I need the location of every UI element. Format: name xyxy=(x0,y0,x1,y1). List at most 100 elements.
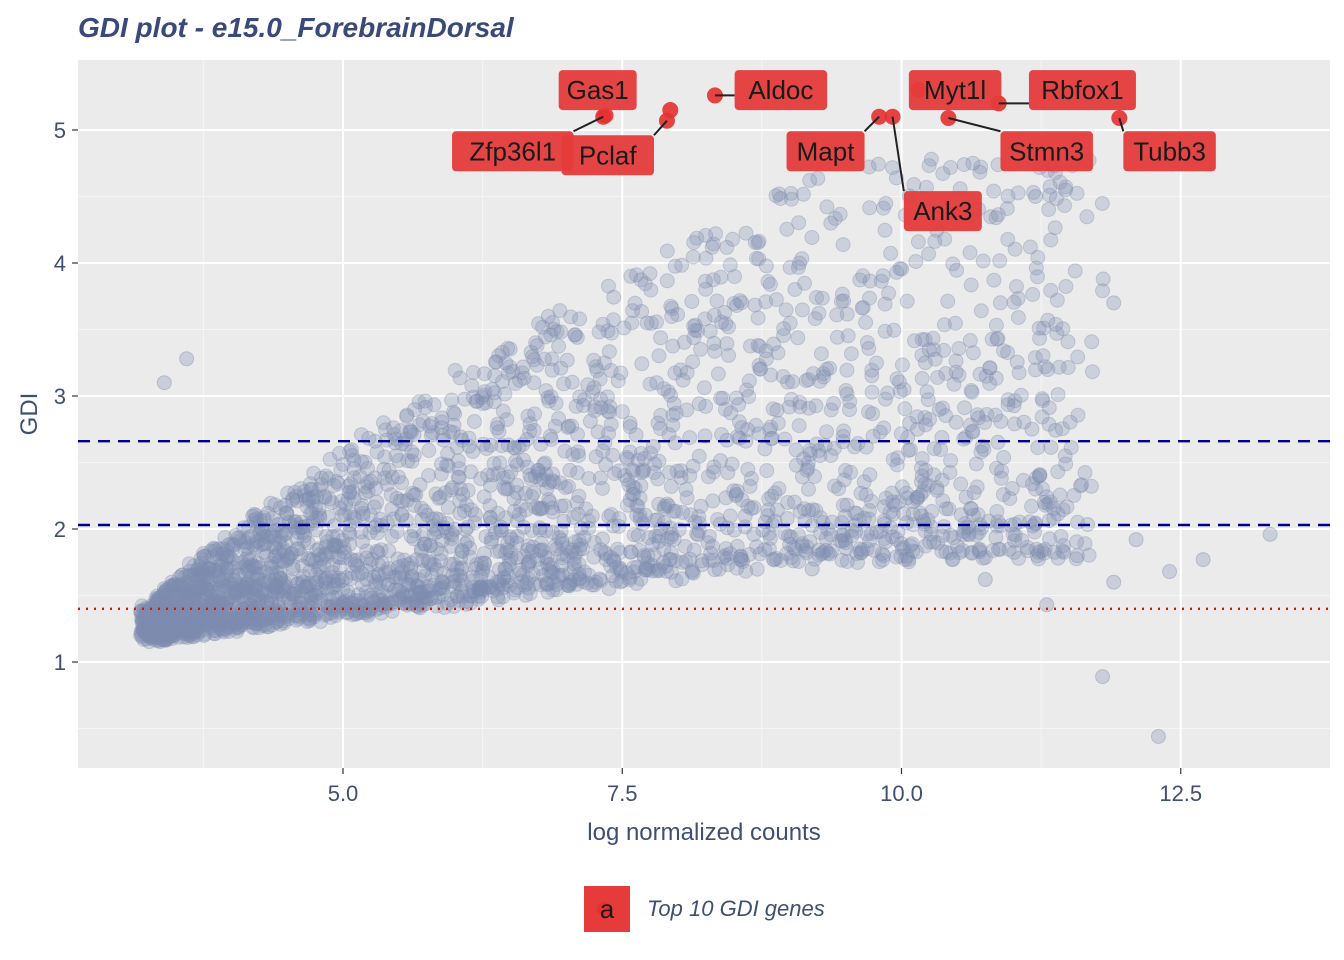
data-point xyxy=(1094,196,1110,211)
data-point xyxy=(790,330,806,346)
data-point xyxy=(870,156,886,172)
data-point xyxy=(782,315,798,331)
data-point xyxy=(834,286,850,302)
data-point xyxy=(367,470,383,486)
data-point xyxy=(159,625,175,641)
data-point xyxy=(691,515,707,531)
data-point xyxy=(788,442,804,458)
data-point xyxy=(472,580,487,596)
data-point xyxy=(822,360,838,376)
data-point xyxy=(512,372,528,388)
data-point xyxy=(215,546,231,562)
data-point xyxy=(249,566,265,582)
data-point xyxy=(762,422,778,438)
data-point xyxy=(917,476,933,492)
data-point xyxy=(956,431,972,447)
data-point xyxy=(395,558,411,574)
data-point xyxy=(1035,481,1051,497)
data-point xyxy=(179,615,194,631)
data-point xyxy=(198,611,214,627)
data-point xyxy=(827,210,843,226)
data-point xyxy=(690,323,706,339)
data-point xyxy=(161,583,177,599)
data-point xyxy=(250,560,266,575)
data-point xyxy=(183,627,198,643)
data-point xyxy=(394,475,410,491)
data-point xyxy=(1000,397,1016,413)
data-point xyxy=(819,361,835,377)
data-point xyxy=(834,527,850,543)
data-point xyxy=(762,276,778,292)
data-point xyxy=(368,480,384,496)
data-point xyxy=(550,568,566,584)
data-point xyxy=(161,603,177,619)
data-point xyxy=(253,613,269,629)
data-point xyxy=(326,478,342,493)
data-point xyxy=(893,548,909,564)
data-point xyxy=(661,465,677,480)
data-point xyxy=(785,553,801,569)
data-point xyxy=(708,226,724,242)
data-point xyxy=(177,622,192,638)
data-point xyxy=(918,462,934,478)
data-point xyxy=(914,451,930,467)
data-point xyxy=(944,552,960,568)
data-point xyxy=(471,591,486,607)
data-point xyxy=(522,467,538,483)
data-point xyxy=(501,567,516,583)
y-axis: 1 2 3 4 5 xyxy=(54,118,78,675)
data-point xyxy=(749,539,765,555)
data-point xyxy=(971,542,987,558)
data-point xyxy=(613,574,629,590)
data-point xyxy=(185,620,201,636)
data-point xyxy=(395,493,411,509)
data-point xyxy=(816,369,832,385)
data-point xyxy=(593,391,608,407)
data-point xyxy=(149,588,165,604)
data-point xyxy=(153,632,168,648)
data-point xyxy=(190,620,205,636)
data-point xyxy=(523,344,539,360)
data-point xyxy=(147,618,162,634)
data-point xyxy=(720,465,736,481)
data-point xyxy=(404,569,420,585)
data-point xyxy=(201,583,216,598)
data-point xyxy=(329,528,345,544)
data-point xyxy=(165,614,181,630)
data-point xyxy=(748,417,764,433)
gene-label: Mapt xyxy=(797,136,856,166)
data-point xyxy=(610,541,626,557)
data-point xyxy=(168,622,184,638)
data-point xyxy=(512,507,527,522)
data-point xyxy=(963,500,979,516)
data-point xyxy=(994,463,1009,479)
data-point xyxy=(936,342,952,358)
data-point xyxy=(622,419,638,435)
data-point xyxy=(926,467,942,483)
data-point xyxy=(260,611,276,627)
data-point xyxy=(750,337,766,353)
data-point xyxy=(667,435,683,451)
data-point xyxy=(1019,539,1035,555)
data-point xyxy=(643,282,659,298)
data-point xyxy=(586,352,602,368)
y-axis-title: GDI xyxy=(16,393,43,436)
data-point xyxy=(158,584,174,599)
data-point xyxy=(1002,491,1018,506)
data-point xyxy=(279,505,295,521)
data-point xyxy=(174,576,190,592)
data-point xyxy=(373,605,389,621)
data-point xyxy=(171,570,187,585)
data-point xyxy=(622,492,638,508)
data-point xyxy=(157,616,173,632)
data-point xyxy=(150,623,166,638)
data-point xyxy=(140,620,156,636)
data-point xyxy=(679,490,695,506)
data-point xyxy=(165,628,181,644)
data-point xyxy=(165,625,181,641)
data-point xyxy=(520,557,536,573)
data-point xyxy=(278,526,294,542)
data-point xyxy=(180,628,196,643)
data-point xyxy=(541,492,557,508)
data-point xyxy=(865,406,881,422)
